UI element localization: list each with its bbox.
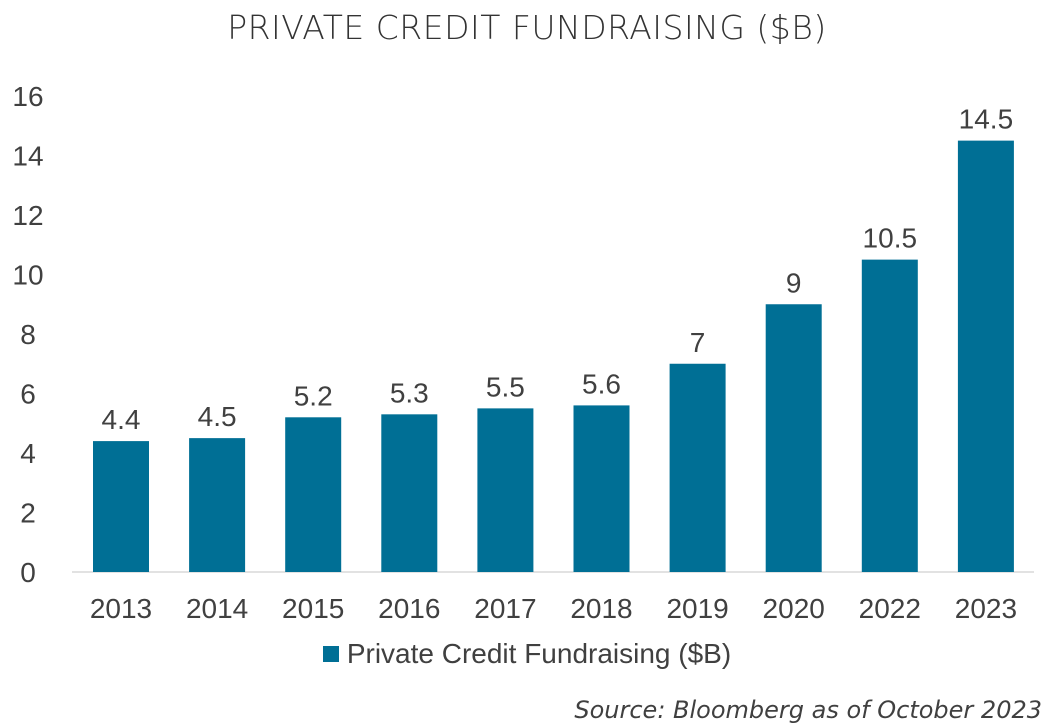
bar [573,405,630,572]
data-label: 5.2 [294,380,333,411]
source-note: Source: Bloomberg as of October 2023 [574,696,1042,724]
bar [861,259,918,572]
legend: Private Credit Fundraising ($B) [0,638,1054,670]
x-tick-label: 2020 [763,593,825,624]
data-label: 5.5 [486,371,525,402]
legend-swatch [322,645,339,662]
data-label: 5.6 [582,368,621,399]
x-tick-label: 2017 [474,593,536,624]
x-tick-label: 2014 [186,593,248,624]
x-tick-label: 2023 [955,593,1017,624]
x-tick-label: 2018 [570,593,632,624]
bar [957,140,1014,572]
data-label: 10.5 [863,223,918,254]
bar [477,408,534,572]
y-tick-label: 6 [20,379,36,410]
data-label: 4.5 [198,401,237,432]
chart-title: PRIVATE CREDIT FUNDRAISING ($B) [227,8,827,47]
y-tick-label: 16 [12,81,43,112]
x-tick-label: 2015 [282,593,344,624]
bar [189,438,246,572]
legend-label: Private Credit Fundraising ($B) [346,638,732,669]
y-tick-label: 2 [20,498,36,529]
y-tick-label: 12 [12,200,43,231]
data-label: 14.5 [959,104,1014,135]
x-tick-label: 2022 [859,593,921,624]
data-label: 5.3 [390,377,429,408]
bar [93,441,149,572]
data-label: 4.4 [102,404,141,435]
data-label: 9 [786,267,802,298]
y-tick-label: 10 [12,260,43,291]
y-tick-label: 14 [12,141,43,172]
y-tick-label: 0 [20,557,36,588]
data-label: 7 [690,327,706,358]
bar [381,414,438,572]
bar [669,363,726,572]
y-tick-label: 8 [20,319,36,350]
x-tick-label: 2016 [378,593,440,624]
y-tick-label: 4 [20,438,36,469]
bar [285,417,342,572]
x-tick-label: 2013 [90,593,152,624]
x-tick-label: 2019 [666,593,728,624]
bar [765,304,822,572]
